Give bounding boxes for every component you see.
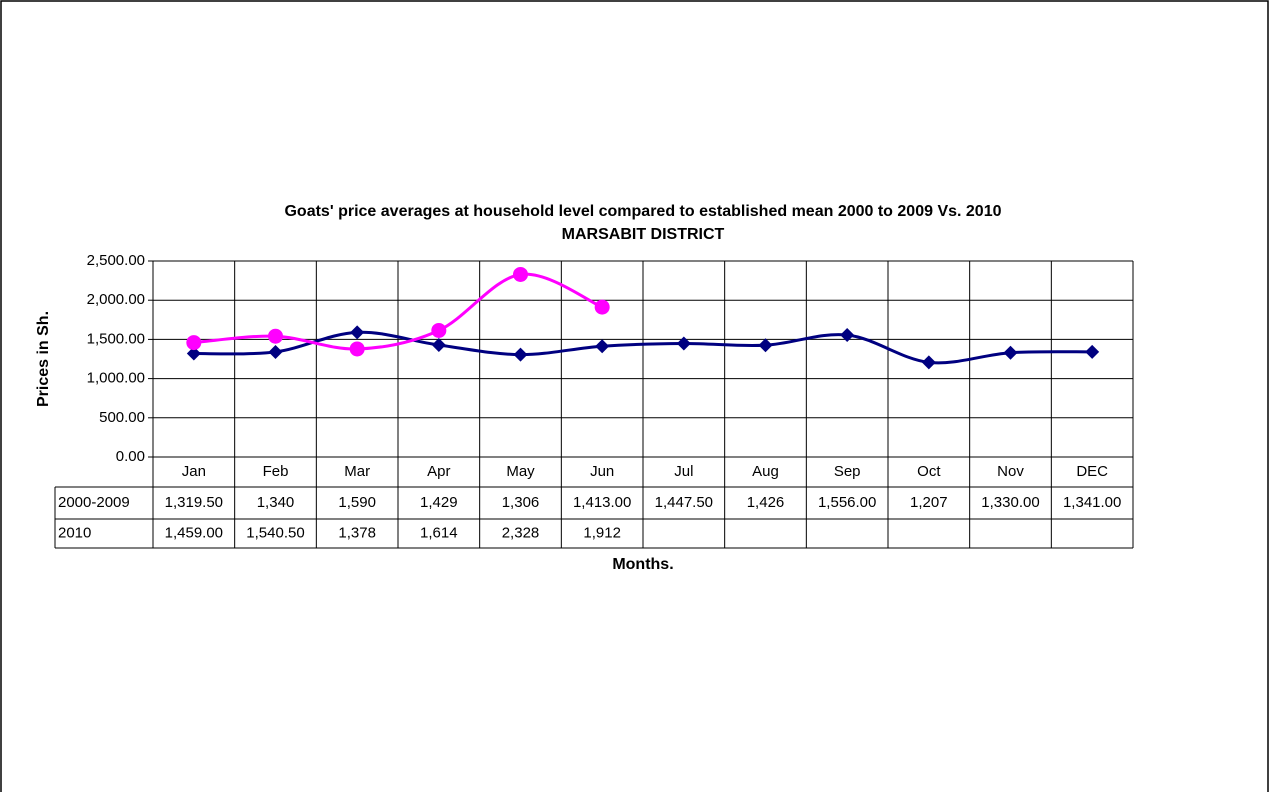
y-axis-label: Prices in Sh. [35, 311, 52, 407]
marker [840, 328, 855, 343]
marker [595, 339, 610, 354]
table-cell: 1,459.00 [165, 524, 223, 541]
x-tick-label: Jan [182, 463, 206, 480]
marker [676, 336, 691, 351]
x-tick-label: Oct [917, 463, 941, 480]
series-line [193, 330, 1093, 365]
marker [513, 266, 528, 282]
y-tick-label: 500.00 [99, 409, 145, 426]
y-tick-label: 0.00 [116, 448, 145, 465]
x-tick-label: May [506, 463, 535, 480]
marker [186, 346, 201, 361]
marker [1085, 344, 1100, 359]
x-tick-label: Mar [344, 463, 370, 480]
y-tick-label: 1,000.00 [87, 370, 145, 387]
table-cell: 1,429 [420, 494, 458, 511]
x-tick-label: Aug [752, 463, 779, 480]
chart-title: Goats' price averages at household level… [284, 203, 1001, 220]
table-cell: 1,614 [420, 524, 458, 541]
table-cell: 1,340 [257, 494, 295, 511]
y-tick-label: 2,000.00 [87, 291, 145, 308]
table-cell: 1,330.00 [981, 494, 1039, 511]
table-cell: 1,426 [747, 494, 785, 511]
marker [186, 335, 202, 351]
table-cell: 1,319.50 [165, 494, 223, 511]
marker [268, 344, 283, 359]
marker [513, 347, 528, 362]
table-cell: 1,378 [338, 524, 376, 541]
table-cell: 1,306 [502, 494, 540, 511]
y-tick-label: 1,500.00 [87, 330, 145, 347]
table-row-header: 2010 [58, 524, 91, 541]
chart-subtitle: MARSABIT DISTRICT [562, 226, 725, 243]
table-cell: 1,207 [910, 494, 948, 511]
marker [758, 338, 773, 353]
x-tick-label: Jul [674, 463, 693, 480]
y-tick-label: 2,500.00 [87, 252, 145, 269]
x-tick-label: Sep [834, 463, 861, 480]
table-cell: 1,413.00 [573, 494, 631, 511]
table-cell: 1,447.50 [655, 494, 713, 511]
table-cell: 1,590 [338, 494, 376, 511]
table-cell: 1,341.00 [1063, 494, 1121, 511]
x-tick-label: Feb [263, 463, 289, 480]
marker [1003, 345, 1018, 360]
marker [431, 337, 446, 352]
x-tick-label: Jun [590, 463, 614, 480]
marker [268, 328, 283, 344]
marker [594, 299, 610, 315]
table-cell: 1,540.50 [246, 524, 304, 541]
table-cell: 1,912 [583, 524, 621, 541]
table-row-header: 2000-2009 [58, 494, 130, 511]
marker [431, 322, 447, 338]
x-tick-label: DEC [1076, 463, 1108, 480]
x-tick-label: Nov [997, 463, 1024, 480]
x-axis-label: Months. [612, 556, 673, 573]
marker [350, 325, 365, 340]
table-cell: 2,328 [502, 524, 540, 541]
x-tick-label: Apr [427, 463, 450, 480]
marker [349, 341, 365, 357]
table-cell: 1,556.00 [818, 494, 876, 511]
marker [921, 355, 936, 370]
